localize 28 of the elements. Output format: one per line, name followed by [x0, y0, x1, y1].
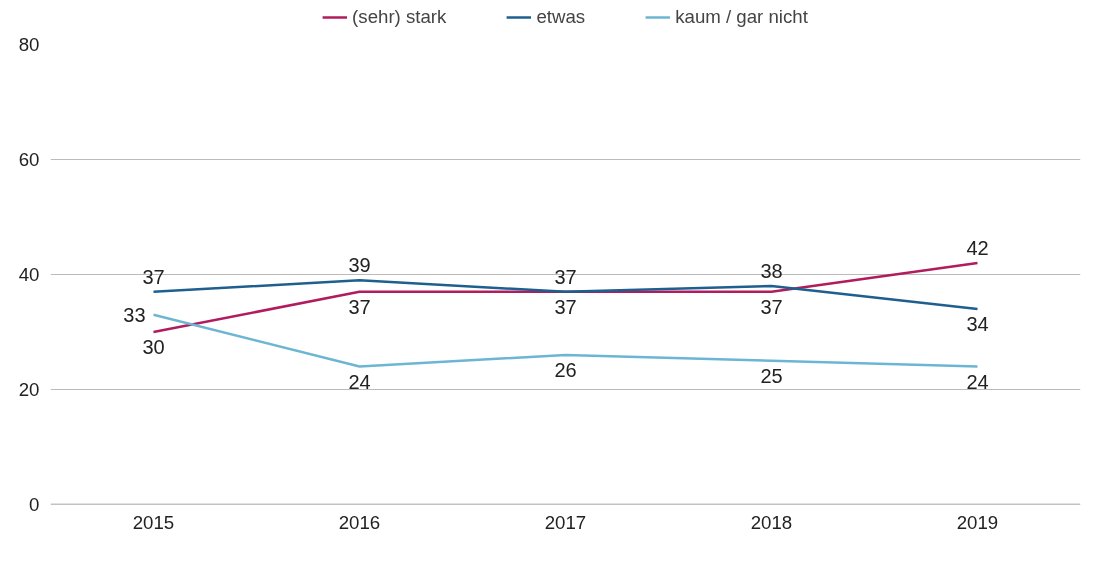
legend-label: kaum / gar nicht [675, 6, 808, 28]
data-label: 25 [760, 364, 783, 387]
data-label: 37 [554, 265, 577, 288]
y-tick-label: 60 [18, 149, 40, 170]
data-label: 24 [348, 370, 371, 393]
y-tick-label: 0 [29, 494, 40, 515]
data-label: 39 [348, 254, 371, 277]
data-label: 42 [966, 237, 989, 259]
x-tick-label: 2019 [956, 511, 999, 533]
legend-label: etwas [536, 6, 586, 28]
data-label: 38 [760, 260, 783, 282]
y-tick-label: 40 [18, 264, 40, 285]
data-label: 30 [142, 336, 165, 358]
data-label: 34 [966, 313, 989, 335]
y-tick-label: 80 [18, 34, 40, 55]
x-tick-label: 2017 [544, 511, 587, 533]
data-label: 37 [348, 295, 371, 318]
x-tick-label: 2016 [338, 511, 381, 533]
data-label: 37 [554, 295, 577, 318]
y-tick-label: 20 [18, 379, 40, 400]
legend-label: (sehr) stark [352, 6, 447, 28]
x-tick-label: 2015 [132, 511, 175, 533]
data-label: 24 [966, 370, 989, 393]
data-label: 33 [123, 303, 146, 326]
data-label: 37 [760, 295, 783, 318]
data-label: 26 [554, 359, 577, 381]
data-label: 37 [142, 265, 165, 288]
x-tick-label: 2018 [750, 511, 793, 533]
